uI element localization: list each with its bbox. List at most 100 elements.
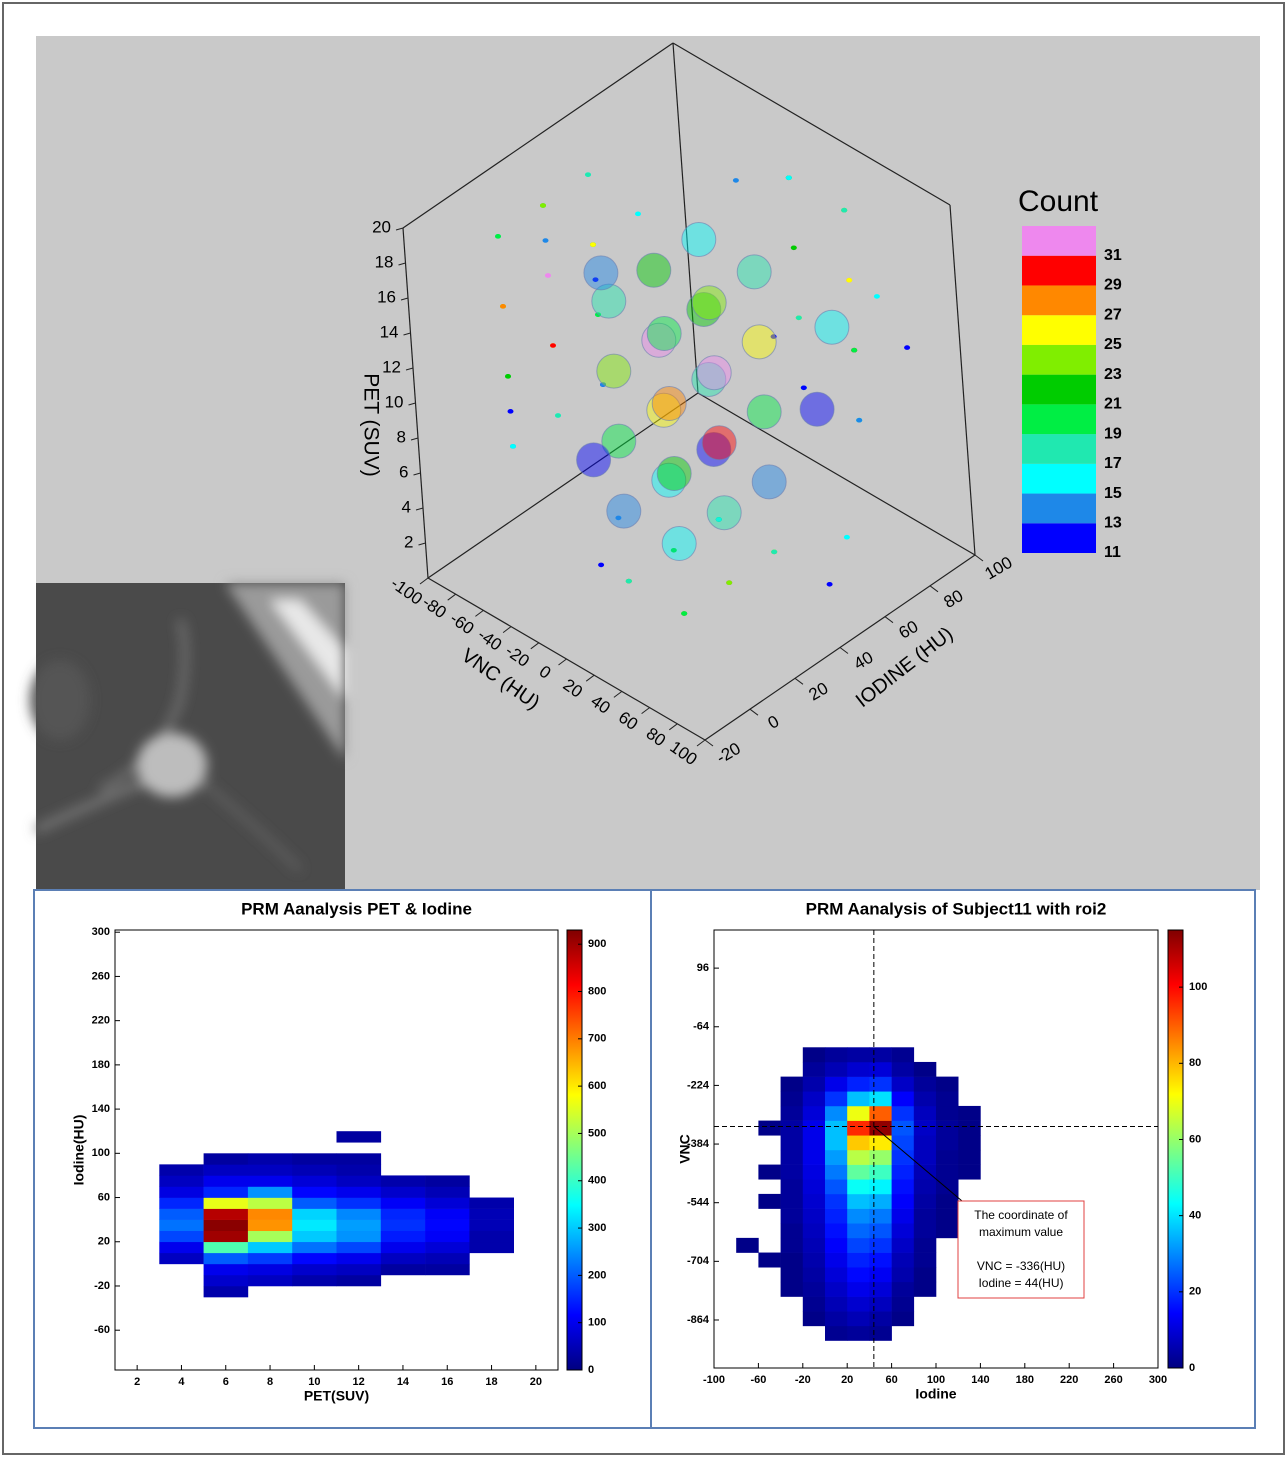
heat-cell xyxy=(825,1267,848,1282)
bubble xyxy=(584,256,618,290)
heat-cell xyxy=(847,1326,870,1341)
heat-cell xyxy=(869,1165,892,1180)
heat-cell xyxy=(892,1297,915,1312)
heat-cell xyxy=(381,1253,426,1264)
heat-cell xyxy=(869,1311,892,1326)
colorbar-tick-label: 80 xyxy=(1189,1057,1201,1069)
z-axis-title: PET (SUV) xyxy=(359,373,382,476)
heat-cell xyxy=(847,1077,870,1092)
heat-cell xyxy=(847,1150,870,1165)
colorbar-tick-label: 17 xyxy=(1104,455,1122,472)
heat-cell xyxy=(847,1121,870,1136)
heat-cell xyxy=(159,1175,204,1186)
x-tick-label: 18 xyxy=(485,1376,497,1388)
colorbar-tick-label: 800 xyxy=(588,985,606,997)
z-tick-label: 4 xyxy=(402,497,411,516)
colorbar-tick-label: 500 xyxy=(588,1127,606,1139)
y-tick-label: -544 xyxy=(687,1197,710,1209)
heat-cell xyxy=(803,1179,826,1194)
heat-cell xyxy=(892,1253,915,1268)
heat-cell xyxy=(936,1165,959,1180)
annotation-text: VNC = -336(HU) xyxy=(977,1259,1065,1273)
heat-cell xyxy=(914,1135,937,1150)
heat-cell xyxy=(337,1242,382,1253)
heat-cell xyxy=(825,1194,848,1209)
heat-cell xyxy=(292,1242,337,1253)
heat-cell xyxy=(892,1135,915,1150)
heat-cell xyxy=(914,1062,937,1077)
heat-cell xyxy=(337,1264,382,1275)
heat-cell xyxy=(825,1047,848,1062)
heat-cell xyxy=(337,1209,382,1220)
heat-cell xyxy=(892,1282,915,1297)
heat-cell xyxy=(204,1220,249,1231)
wall-dot xyxy=(733,178,739,183)
heat-cell xyxy=(847,1311,870,1326)
colorbar-tick-label: 29 xyxy=(1104,277,1122,294)
heat-cell xyxy=(869,1238,892,1253)
heat-cell xyxy=(159,1209,204,1220)
heat-cell xyxy=(803,1194,826,1209)
heat-cell xyxy=(825,1106,848,1121)
heat-cell xyxy=(958,1135,981,1150)
heat-cell xyxy=(892,1121,915,1136)
colorbar-tick-label: 200 xyxy=(588,1269,606,1281)
heat-cell xyxy=(803,1223,826,1238)
x-tick-label: -100 xyxy=(703,1374,725,1386)
heat-cell xyxy=(914,1179,937,1194)
heat-cell xyxy=(847,1135,870,1150)
colorbar-tick-label: 21 xyxy=(1104,396,1122,413)
heat-cell xyxy=(781,1194,804,1209)
heat-cell xyxy=(469,1209,514,1220)
heat-cell xyxy=(847,1297,870,1312)
heat-cell xyxy=(803,1121,826,1136)
heat-cell xyxy=(936,1106,959,1121)
heat-cell xyxy=(803,1106,826,1121)
wall-dot xyxy=(508,409,514,414)
wall-dot xyxy=(590,242,596,247)
x-tick-label: 180 xyxy=(1016,1374,1034,1386)
heat-cell xyxy=(803,1282,826,1297)
heat-cell xyxy=(936,1209,959,1224)
bubble xyxy=(647,317,681,351)
wall-dot xyxy=(510,444,516,449)
heat-cell xyxy=(914,1282,937,1297)
heat-cell xyxy=(204,1253,249,1264)
heat-cell xyxy=(425,1209,470,1220)
heat-cell xyxy=(914,1121,937,1136)
heat-cell xyxy=(248,1275,293,1286)
x-axis-title: PET(SUV) xyxy=(304,1388,369,1404)
heat-cell xyxy=(914,1238,937,1253)
heat-cell xyxy=(758,1121,781,1136)
wall-dot xyxy=(846,278,852,283)
heat-cell xyxy=(803,1253,826,1268)
x-tick-label: 8 xyxy=(267,1376,273,1388)
bubble xyxy=(652,387,686,421)
wall-dot xyxy=(495,234,501,239)
annotation-text: maximum value xyxy=(979,1225,1063,1239)
heat-cell xyxy=(936,1135,959,1150)
z-tick-label: 20 xyxy=(372,217,391,236)
heat-cell xyxy=(803,1311,826,1326)
wall-dot xyxy=(786,176,792,181)
heat-cell xyxy=(204,1264,249,1275)
heat-cell xyxy=(292,1264,337,1275)
bubble xyxy=(815,310,849,344)
heat-cell xyxy=(758,1253,781,1268)
heat-cell xyxy=(469,1220,514,1231)
x-tick-label: 20 xyxy=(841,1374,853,1386)
heat-cell xyxy=(892,1311,915,1326)
heat-cell xyxy=(292,1253,337,1264)
heat-cell xyxy=(847,1047,870,1062)
heat-cell xyxy=(825,1135,848,1150)
z-tick-label: 6 xyxy=(399,462,408,481)
heat-cell xyxy=(781,1121,804,1136)
heat-cell xyxy=(892,1209,915,1224)
heat-cell xyxy=(914,1194,937,1209)
heat-cell xyxy=(248,1264,293,1275)
heat-cell xyxy=(781,1209,804,1224)
colorbar-tick-label: 25 xyxy=(1104,336,1122,353)
heat-cell xyxy=(869,1150,892,1165)
x-tick-label: 16 xyxy=(441,1376,453,1388)
heat-cell xyxy=(425,1242,470,1253)
